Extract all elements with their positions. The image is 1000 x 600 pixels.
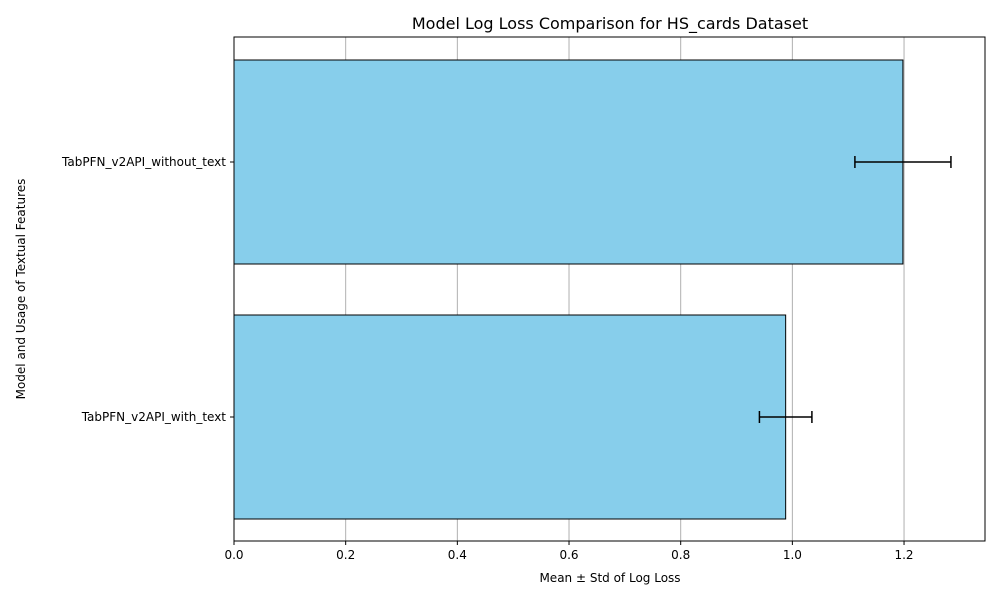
error-bars	[758, 156, 952, 423]
x-tick-label: 0.6	[559, 548, 578, 562]
x-tick-label: 0.4	[448, 548, 467, 562]
x-tick-label: 1.0	[783, 548, 802, 562]
y-axis-label: Model and Usage of Textual Features	[14, 179, 28, 400]
x-tick-label: 0.8	[671, 548, 690, 562]
y-tick-label: TabPFN_v2API_with_text	[81, 410, 227, 424]
x-tick-label: 0.0	[224, 548, 243, 562]
x-axis-ticks: 0.0 0.2 0.4 0.6 0.8 1.0 1.2	[224, 541, 914, 562]
x-tick-label: 1.2	[894, 548, 913, 562]
bar	[233, 59, 904, 265]
bars	[233, 59, 904, 520]
x-axis-label: Mean ± Std of Log Loss	[539, 571, 680, 585]
x-tick-label: 0.2	[336, 548, 355, 562]
y-tick-label: TabPFN_v2API_without_text	[61, 155, 226, 169]
chart-title: Model Log Loss Comparison for HS_cards D…	[412, 14, 808, 34]
bar	[233, 314, 787, 520]
plot-frame	[233, 36, 986, 542]
y-axis-ticks: TabPFN_v2API_without_text TabPFN_v2API_wi…	[61, 155, 234, 424]
